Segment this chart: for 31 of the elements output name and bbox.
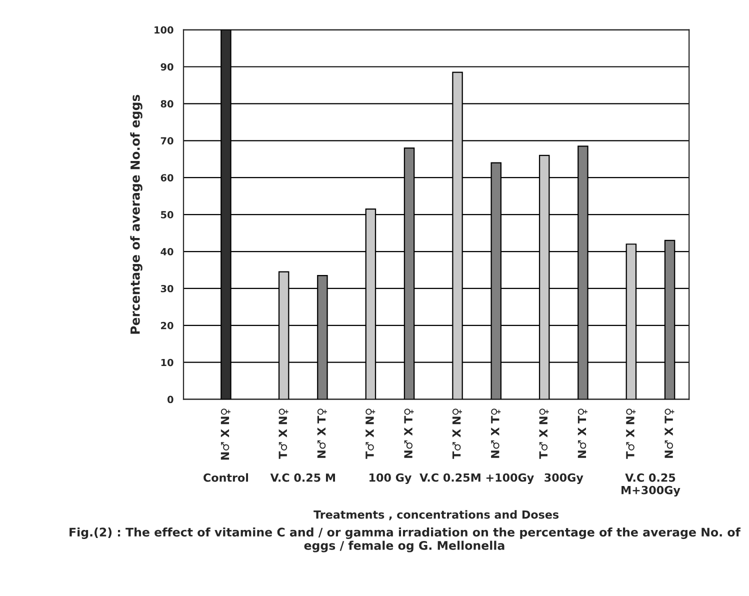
y-tick-label: 100 xyxy=(154,26,174,34)
y-axis-title: Percentage of average No.of eggs xyxy=(130,94,142,334)
x-tick-label: N♂ X T♀ xyxy=(664,408,674,458)
x-tick-label: N♂ X T♀ xyxy=(578,408,588,458)
text: Fig.(2) : The effect of vitamine C and / or gamma irradiation on the percentage of the average No. of eggs / female og G. Mellonella xyxy=(70,527,741,552)
y-tick-label: 40 xyxy=(160,248,174,256)
x-tick-label: T♂ X N♀ xyxy=(366,408,376,459)
x-tick-label: T♂ X N♀ xyxy=(626,408,636,459)
text: V.C 0.25M +100Gy xyxy=(420,473,534,484)
text: V.C 0.25 M xyxy=(270,473,335,482)
y-tick-label: 80 xyxy=(160,100,174,108)
y-tick-label: 50 xyxy=(161,211,174,218)
x-tick-label: N♂ X N♀ xyxy=(220,408,230,460)
y-tick-label: 20 xyxy=(161,322,174,330)
text: Control xyxy=(204,473,248,482)
x-tick-label: T♂ X N♀ xyxy=(452,408,462,459)
y-tick-label: 10 xyxy=(161,358,174,366)
y-tick-label: 0 xyxy=(167,396,174,404)
text: 100 Gy xyxy=(370,473,412,484)
x-tick-label: N♂ X T♀ xyxy=(491,408,501,458)
x-tick-label: T♂ X N♀ xyxy=(278,408,288,459)
text: V.C 0.25 M+300Gy xyxy=(622,473,680,497)
text: 300Gy xyxy=(544,473,584,484)
x-tick-label: N♂ X T♀ xyxy=(317,408,327,458)
x-axis-title: Treatments , concentrations and Doses xyxy=(314,510,559,520)
y-tick-label: 70 xyxy=(160,137,174,144)
y-tick-label: 90 xyxy=(160,63,174,71)
y-tick-label: 60 xyxy=(160,174,174,182)
x-tick-label: T♂ X N♀ xyxy=(539,408,549,459)
x-tick-label: N♂ X T♀ xyxy=(404,408,414,458)
y-tick-label: 30 xyxy=(160,284,174,292)
